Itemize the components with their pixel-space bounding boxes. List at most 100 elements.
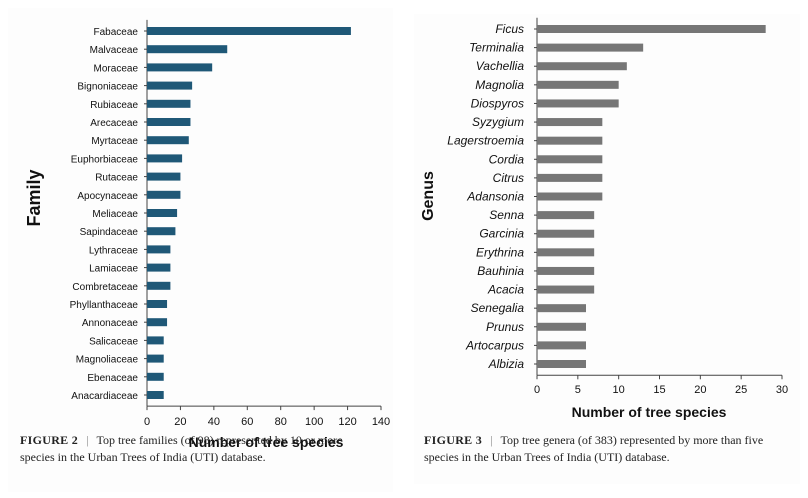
- genus-bar-acacia: [537, 285, 595, 294]
- genus-x-tick-label: 0: [534, 384, 540, 396]
- family-category-label: Lythraceae: [89, 245, 139, 256]
- genus-y-axis-title: Genus: [420, 171, 437, 221]
- genus-bar-cordia: [537, 155, 603, 164]
- genus-bar-vachellia: [537, 62, 627, 71]
- genus-x-axis-title: Number of tree species: [572, 404, 727, 420]
- family-bar-ebenaceae: [147, 372, 164, 381]
- family-x-tick-label: 60: [241, 416, 253, 428]
- figure-2-label: FIGURE 2: [20, 433, 79, 447]
- family-bar-annonaceae: [147, 318, 168, 327]
- genus-bar-erythrina: [537, 248, 595, 257]
- family-category-label: Magnoliaceae: [76, 355, 139, 366]
- family-bar-phyllanthaceae: [147, 300, 168, 308]
- genus-category-label: Acacia: [487, 283, 524, 297]
- family-category-label: Myrtaceae: [91, 136, 138, 147]
- genus-bar-adansonia: [537, 192, 603, 201]
- family-category-label: Bignoniaceae: [77, 82, 138, 93]
- family-chart-panel: [8, 8, 393, 492]
- genus-x-tick-label: 15: [653, 384, 665, 396]
- family-category-label: Moraceae: [94, 63, 139, 74]
- figure-3-text: Top tree genera (of 383) represented by …: [424, 433, 764, 464]
- family-x-axis-title: Number of tree species: [189, 434, 344, 450]
- family-x-tick-label: 80: [275, 416, 287, 428]
- genus-category-label: Erythrina: [476, 245, 524, 259]
- genus-bar-syzygium: [537, 118, 603, 127]
- family-bar-combretaceae: [147, 281, 171, 290]
- family-bar-fabaceae: [147, 27, 351, 35]
- genus-category-label: Syzygium: [472, 115, 524, 129]
- family-bar-apocynaceae: [147, 190, 181, 199]
- genus-bar-senna: [537, 211, 595, 220]
- family-category-label: Phyllanthaceae: [70, 300, 139, 311]
- genus-chart-panel: [414, 14, 800, 484]
- genus-category-label: Senna: [489, 208, 524, 222]
- family-bar-myrtaceae: [147, 136, 189, 145]
- figure-2-caption: FIGURE 2 | Top tree families (of 98) repre…: [20, 432, 380, 466]
- family-x-tick-label: 100: [305, 416, 323, 428]
- figure-3-label: FIGURE 3: [424, 433, 483, 447]
- genus-bar-magnolia: [537, 80, 619, 89]
- family-bar-bignoniaceae: [147, 81, 193, 90]
- family-x-tick-label: 140: [372, 416, 390, 428]
- genus-x-tick-label: 25: [735, 384, 747, 396]
- genus-bar-garcinia: [537, 229, 595, 238]
- genus-x-tick-label: 5: [575, 384, 581, 396]
- family-bar-anacardiaceae: [147, 391, 164, 399]
- genus-x-tick-label: 30: [776, 384, 788, 396]
- figure-3-caption: FIGURE 3 | Top tree genera (of 383) repres…: [424, 432, 794, 466]
- family-category-label: Sapindaceae: [80, 227, 139, 238]
- family-category-label: Apocynaceae: [77, 191, 138, 202]
- family-category-label: Meliaceae: [92, 209, 138, 220]
- family-bar-magnoliaceae: [147, 354, 164, 363]
- family-y-axis-title: Family: [24, 169, 44, 226]
- family-category-label: Lamiaceae: [89, 264, 138, 275]
- family-category-label: Fabaceae: [94, 27, 139, 38]
- genus-category-label: Bauhinia: [477, 264, 524, 278]
- genus-category-label: Artocarpus: [465, 338, 524, 352]
- genus-category-label: Citrus: [493, 171, 524, 185]
- genus-category-label: Diospyros: [471, 96, 524, 110]
- genus-bar-ficus: [537, 25, 766, 33]
- family-bar-arecaceae: [147, 118, 191, 126]
- genus-category-label: Albizia: [488, 357, 525, 371]
- family-category-label: Malvaceae: [90, 45, 139, 56]
- genus-bar-diospyros: [537, 99, 619, 108]
- genus-category-label: Magnolia: [475, 78, 524, 92]
- genus-category-label: Lagerstroemia: [447, 134, 524, 148]
- genus-category-label: Ficus: [495, 22, 524, 36]
- family-x-tick-label: 40: [208, 416, 220, 428]
- genus-category-label: Prunus: [486, 320, 524, 334]
- genus-category-label: Garcinia: [479, 227, 524, 241]
- family-bar-rutaceae: [147, 172, 181, 181]
- family-bar-sapindaceae: [147, 227, 176, 236]
- family-bar-meliaceae: [147, 209, 178, 217]
- genus-category-label: Cordia: [489, 152, 525, 166]
- family-bar-moraceae: [147, 63, 213, 72]
- family-x-tick-label: 20: [174, 416, 186, 428]
- genus-category-label: Adansonia: [466, 190, 524, 204]
- genus-bar-albizia: [537, 360, 586, 368]
- family-bar-rubiaceae: [147, 99, 191, 108]
- family-category-label: Rutaceae: [95, 173, 138, 184]
- family-category-label: Rubiaceae: [90, 100, 138, 111]
- genus-category-label: Terminalia: [469, 41, 524, 55]
- family-bar-euphorbiaceae: [147, 154, 183, 163]
- caption-separator: |: [86, 433, 89, 447]
- family-bar-salicaceae: [147, 336, 164, 345]
- family-category-label: Combretaceae: [72, 282, 138, 293]
- family-category-label: Ebenaceae: [87, 373, 138, 384]
- family-x-tick-label: 120: [338, 416, 356, 428]
- genus-bar-citrus: [537, 173, 603, 182]
- genus-x-tick-label: 10: [613, 384, 625, 396]
- genus-bar-prunus: [537, 322, 586, 331]
- genus-bar-bauhinia: [537, 266, 595, 275]
- family-category-label: Salicaceae: [89, 336, 138, 347]
- family-category-label: Arecaceae: [90, 118, 138, 129]
- family-bar-malvaceae: [147, 45, 228, 54]
- family-bar-lamiaceae: [147, 263, 171, 272]
- caption-separator: |: [490, 433, 493, 447]
- family-x-tick-label: 0: [144, 416, 150, 428]
- genus-bar-lagerstroemia: [537, 136, 603, 145]
- family-bar-lythraceae: [147, 245, 171, 254]
